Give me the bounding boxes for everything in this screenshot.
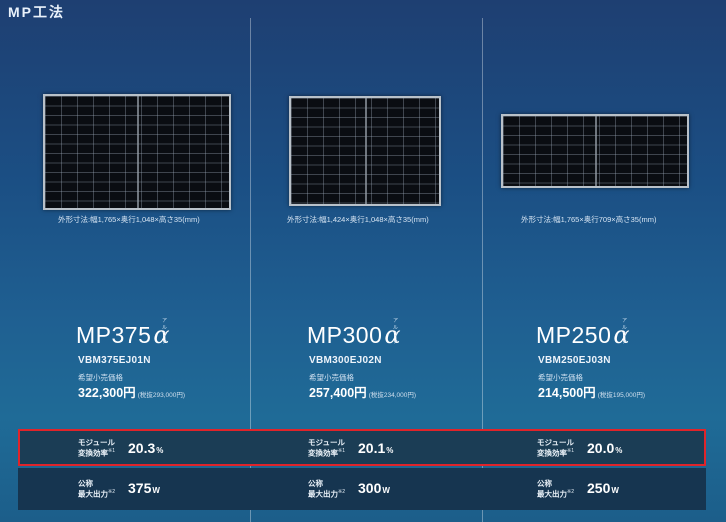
- efficiency-value: 20.1%: [358, 440, 394, 456]
- price-label: 希望小売価格: [538, 373, 583, 382]
- product-card-mp250: 外形寸法:幅1,765×奥行709×高さ35(mm) MP250α アルファ VB…: [483, 18, 715, 522]
- solar-panel-image: [501, 114, 689, 188]
- model-name: MP300α アルファ: [307, 318, 402, 349]
- model-code: VBM375EJ01N: [78, 355, 151, 366]
- output-row: [18, 468, 706, 510]
- price-label: 希望小売価格: [78, 373, 123, 382]
- output-label: 公称 最大出力※2: [537, 479, 574, 499]
- model-code: VBM300EJ02N: [309, 355, 382, 366]
- highlight-box: [18, 429, 706, 466]
- column-divider: [482, 18, 483, 522]
- solar-panel-image: [43, 94, 231, 210]
- output-value: 300W: [358, 480, 390, 496]
- price: 257,400円 (税抜234,000円): [309, 386, 417, 400]
- output-label: 公称 最大出力※2: [308, 479, 345, 499]
- model-code: VBM250EJ03N: [538, 355, 611, 366]
- efficiency-label: モジュール 変換効率※1: [537, 438, 574, 458]
- dimensions-text: 外形寸法:幅1,765×奥行1,048×高さ35(mm): [58, 215, 200, 224]
- model-name: MP375α アルファ: [76, 318, 171, 349]
- output-label: 公称 最大出力※2: [78, 479, 115, 499]
- efficiency-label: モジュール 変換効率※1: [78, 438, 115, 458]
- solar-panel-image: [289, 96, 441, 206]
- column-divider: [250, 18, 251, 522]
- product-card-mp375: 外形寸法:幅1,765×奥行1,048×高さ35(mm) MP375α アルファ …: [18, 18, 250, 522]
- output-value: 250W: [587, 480, 619, 496]
- dimensions-text: 外形寸法:幅1,424×奥行1,048×高さ35(mm): [287, 215, 429, 224]
- efficiency-row: [18, 430, 706, 466]
- efficiency-value: 20.0%: [587, 440, 623, 456]
- price-label: 希望小売価格: [309, 373, 354, 382]
- efficiency-value: 20.3%: [128, 440, 164, 456]
- section-title: MP工法: [8, 4, 65, 20]
- price: 322,300円 (税抜293,000円): [78, 386, 186, 400]
- product-card-mp300: 外形寸法:幅1,424×奥行1,048×高さ35(mm) MP300α アルファ …: [251, 18, 483, 522]
- price: 214,500円 (税抜195,000円): [538, 386, 646, 400]
- output-value: 375W: [128, 480, 160, 496]
- model-name: MP250α アルファ: [536, 318, 631, 349]
- efficiency-label: モジュール 変換効率※1: [308, 438, 345, 458]
- dimensions-text: 外形寸法:幅1,765×奥行709×高さ35(mm): [521, 215, 657, 224]
